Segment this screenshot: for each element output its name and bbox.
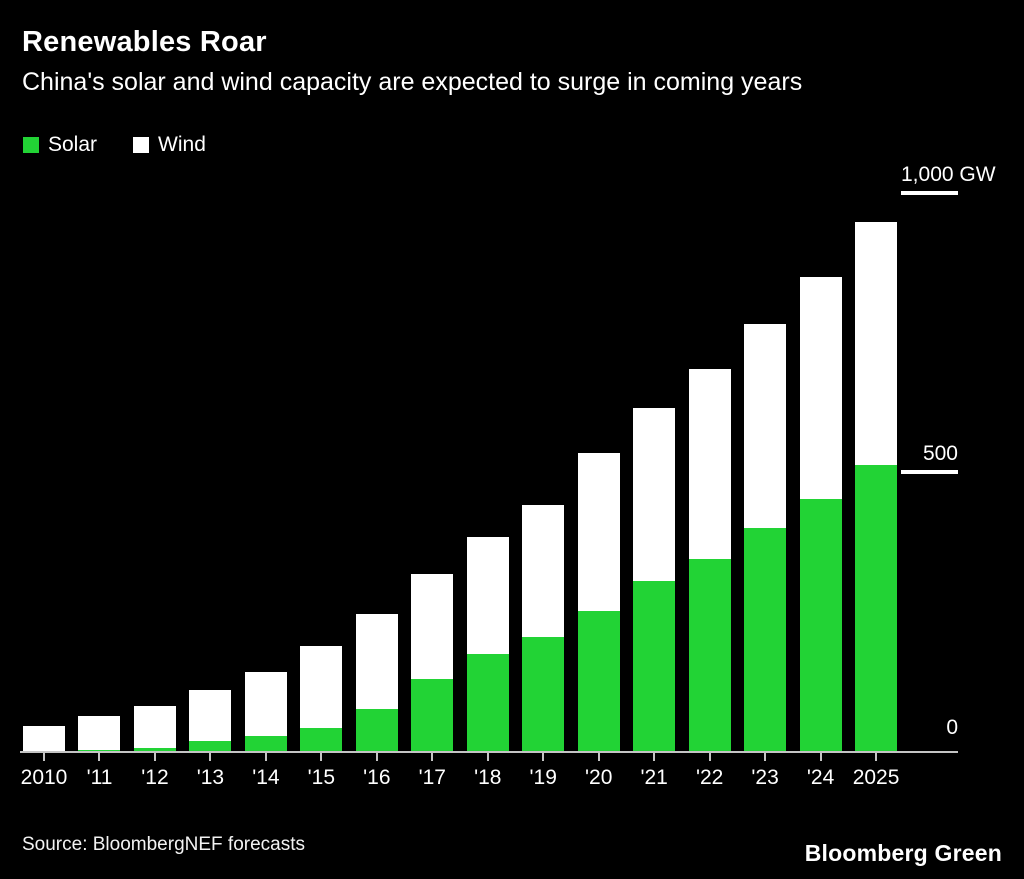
x-axis-tick (375, 753, 378, 761)
bar-group-21 (633, 408, 676, 752)
solar-segment (133, 748, 176, 752)
x-axis-tick (764, 753, 767, 761)
x-axis-tick (653, 753, 656, 761)
x-axis-tick (708, 753, 711, 761)
wind-swatch-icon (133, 137, 150, 153)
solar-segment (244, 736, 287, 752)
legend: Solar Wind (23, 133, 206, 157)
chart-subtitle: China's solar and wind capacity are expe… (22, 68, 803, 96)
x-axis-label: '20 (585, 766, 613, 789)
bar-group-14 (244, 672, 287, 752)
bar-group-18 (466, 537, 509, 752)
bar-group-16 (355, 614, 398, 752)
bar-group-13 (189, 690, 232, 752)
solar-segment (522, 637, 565, 752)
x-axis-label: '14 (252, 766, 280, 789)
x-axis-tick (209, 753, 212, 761)
x-axis-label: '13 (196, 766, 225, 789)
solar-segment (411, 679, 454, 752)
solar-swatch-icon (23, 137, 39, 153)
solar-segment (466, 654, 509, 752)
x-axis-tick (486, 753, 489, 761)
bar-group-2010 (23, 726, 65, 752)
x-axis-tick (98, 753, 101, 761)
x-axis-label: '16 (363, 766, 391, 789)
x-axis-label: 2025 (852, 766, 900, 789)
solar-segment (355, 709, 398, 752)
legend-item-solar: Solar (23, 133, 97, 157)
bar-group-11 (78, 716, 121, 752)
y-axis-rule (901, 191, 958, 195)
x-axis-label: '22 (695, 766, 724, 789)
brand-logo: Bloomberg Green (804, 840, 1002, 866)
legend-label-solar: Solar (48, 133, 98, 156)
y-axis-rule (901, 470, 958, 474)
y-axis-label: 1,000 GW (901, 163, 996, 186)
x-axis-tick (597, 753, 600, 761)
chart-title: Renewables Roar (22, 26, 267, 58)
x-axis-label: '12 (141, 766, 169, 789)
bar-group-19 (522, 505, 565, 752)
y-axis-label: 500 (922, 442, 958, 465)
bar-group-15 (300, 646, 343, 752)
x-axis-label: '18 (474, 766, 502, 789)
source-note: Source: BloombergNEF forecasts (22, 834, 306, 855)
bar-group-22 (688, 369, 731, 752)
x-axis-label: '11 (86, 766, 113, 789)
bar-group-2025 (855, 222, 898, 752)
legend-label-wind: Wind (158, 133, 206, 156)
solar-segment (855, 465, 898, 752)
x-axis-tick (431, 753, 434, 761)
bar-group-12 (133, 706, 176, 752)
x-axis-tick (542, 753, 545, 761)
solar-segment (744, 528, 787, 752)
x-axis-label: '17 (418, 766, 446, 789)
legend-item-wind: Wind (133, 133, 206, 157)
x-axis-label: '24 (806, 766, 835, 789)
solar-segment (688, 559, 731, 752)
x-axis-tick (43, 753, 45, 761)
solar-segment (799, 499, 842, 752)
x-axis-tick (819, 753, 822, 761)
y-axis-label: 0 (946, 716, 958, 739)
x-axis-tick (320, 753, 323, 761)
x-axis-tick (264, 753, 267, 761)
x-axis-line (20, 751, 958, 753)
x-axis-label: '15 (307, 766, 336, 789)
solar-segment (577, 611, 620, 752)
solar-segment (300, 728, 343, 752)
x-axis-tick (875, 753, 878, 761)
x-axis-label: 2010 (20, 766, 68, 789)
bar-group-24 (799, 277, 842, 752)
solar-segment (633, 581, 676, 752)
solar-segment (189, 741, 232, 752)
x-axis-label: '23 (751, 766, 779, 789)
x-axis-tick (153, 753, 156, 761)
bar-group-23 (744, 324, 787, 752)
x-axis-label: '19 (529, 766, 557, 789)
x-axis-label: '21 (640, 766, 668, 789)
bar-group-17 (411, 574, 454, 752)
bar-group-20 (577, 453, 620, 752)
